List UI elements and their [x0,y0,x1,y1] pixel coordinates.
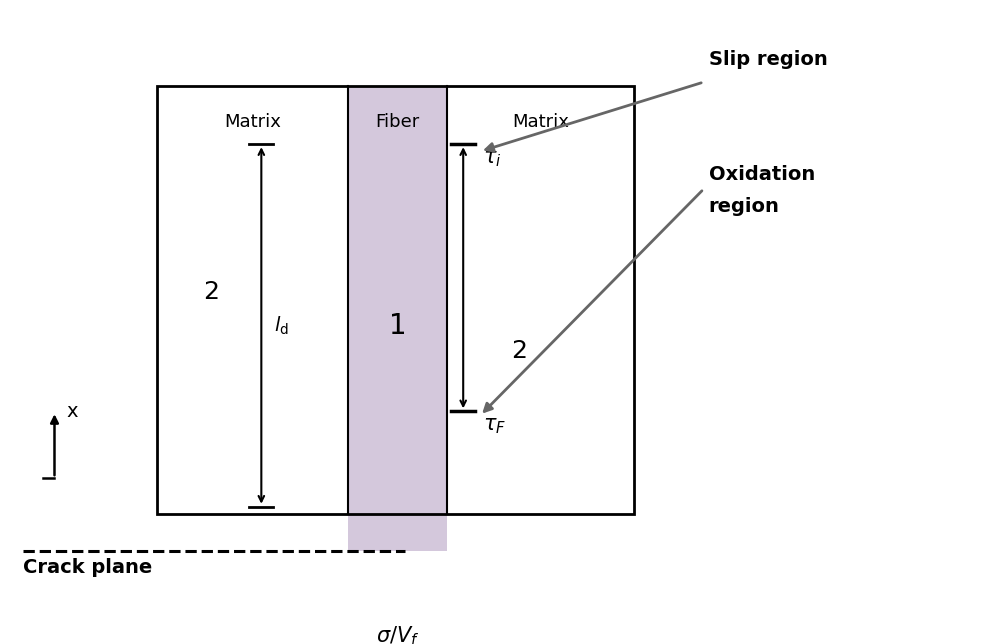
Text: $\sigma/V_f$: $\sigma/V_f$ [376,624,419,644]
Text: Slip region: Slip region [709,50,828,69]
Text: region: region [709,196,780,216]
Text: 2: 2 [204,279,220,303]
Bar [447,86,634,514]
Text: $\tau_i$: $\tau_i$ [483,149,502,169]
Text: Oxidation: Oxidation [709,166,815,184]
Bar [157,86,634,514]
Text: Fiber: Fiber [375,113,420,131]
Text: Crack plane: Crack plane [23,558,152,577]
Text: Matrix: Matrix [512,113,569,131]
Bar [157,86,348,514]
Text: $l_\mathrm{d}$: $l_\mathrm{d}$ [274,314,289,337]
Text: $\tau_F$: $\tau_F$ [483,415,506,435]
Bar [348,86,447,551]
Text: Matrix: Matrix [224,113,281,131]
Text: 2: 2 [511,339,527,363]
Text: 1: 1 [389,312,406,340]
Text: x: x [66,402,78,421]
